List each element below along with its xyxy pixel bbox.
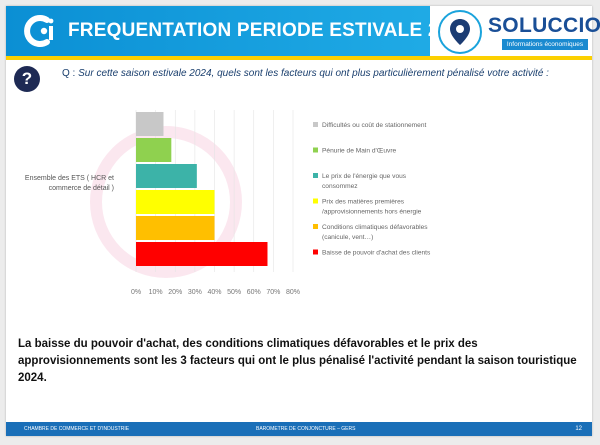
category-label-line: commerce de détail ): [49, 185, 114, 192]
legend-swatch: [313, 122, 318, 127]
background-ring: [90, 126, 242, 278]
legend-entry-text: Conditions climatiques défavorables: [322, 224, 428, 231]
legend-entry-text: (canicule, vent…): [322, 234, 373, 241]
header-bar: FREQUENTATION PERIODE ESTIVALE 2024 SOLU…: [6, 6, 600, 60]
bar: [136, 190, 215, 214]
header-stripe: [6, 56, 592, 60]
question-badge: ?: [14, 66, 40, 92]
legend-entry-text: Prix des matières premières: [322, 199, 405, 206]
chart-bars: [136, 112, 268, 266]
x-tick-label: 50%: [227, 289, 241, 296]
x-tick-label: 70%: [266, 289, 280, 296]
brand-name: SOLUCCIO: [488, 14, 600, 37]
legend-swatch: [313, 249, 318, 255]
chart-legend: Difficultés ou coût de stationnement Pénu…: [313, 122, 431, 257]
legend-swatch: [313, 147, 318, 153]
question-line: Q : Sur cette saison estivale 2024, quel…: [62, 68, 582, 79]
legend-entry-text: /approvisionnements hors énergie: [322, 209, 422, 216]
x-tick-label: 80%: [286, 289, 300, 296]
slide: FREQUENTATION PERIODE ESTIVALE 2024 SOLU…: [6, 6, 600, 436]
question-text: Sur cette saison estivale 2024, quels so…: [78, 68, 549, 79]
factors-bar-chart: 0% 10% 20% 30% 40% 50% 60% 70% 80% Ensemble des …: [25, 110, 431, 296]
brand-tagline: Informations économiques: [502, 39, 588, 50]
x-axis-ticks: 0% 10% 20% 30% 40% 50% 60% 70% 80%: [131, 289, 300, 296]
x-tick-label: 0%: [131, 289, 141, 296]
bar: [136, 138, 172, 162]
x-tick-label: 60%: [247, 289, 261, 296]
x-tick-label: 30%: [188, 289, 202, 296]
bar: [136, 164, 197, 188]
bar: [136, 216, 215, 240]
x-tick-label: 20%: [168, 289, 182, 296]
bar: [136, 112, 164, 136]
x-tick-label: 10%: [149, 289, 163, 296]
legend-entry-text: Le prix de l'énergie que vous: [322, 173, 407, 180]
legend-swatch: [313, 224, 318, 229]
legend-swatch: [313, 173, 318, 178]
footer-page-number: 12: [575, 426, 582, 432]
category-label: Ensemble des ETS ( HCR et commerce de dét…: [25, 175, 114, 192]
legend-entry-text: Baisse de pouvoir d'achat des clients: [322, 250, 431, 257]
conclusion-text: La baisse du pouvoir d'achat, des condit…: [18, 338, 577, 384]
legend-swatch: [313, 198, 318, 204]
category-label-line: Ensemble des ETS ( HCR et: [25, 175, 114, 182]
cci-logo-icon: [24, 15, 54, 47]
footer-title: BAROMETRE DE CONJONCTURE – GERS: [256, 426, 356, 432]
legend-entry-text: Difficultés ou coût de stationnement: [322, 122, 427, 129]
bar: [136, 242, 268, 266]
x-tick-label: 40%: [207, 289, 221, 296]
location-pin-icon: [438, 10, 482, 54]
footer-bar: CHAMBRE DE COMMERCE ET D'INDUSTRIE BAROM…: [6, 422, 592, 436]
footer-organisation: CHAMBRE DE COMMERCE ET D'INDUSTRIE: [24, 426, 130, 432]
page-title: FREQUENTATION PERIODE ESTIVALE 2024: [68, 20, 471, 41]
question-label: Q :: [62, 68, 76, 79]
brand-panel: SOLUCCIO Informations économiques: [430, 6, 600, 60]
legend-entry-text: Pénurie de Main d'Œuvre: [322, 148, 397, 155]
legend-entry-text: consommez: [322, 183, 358, 190]
